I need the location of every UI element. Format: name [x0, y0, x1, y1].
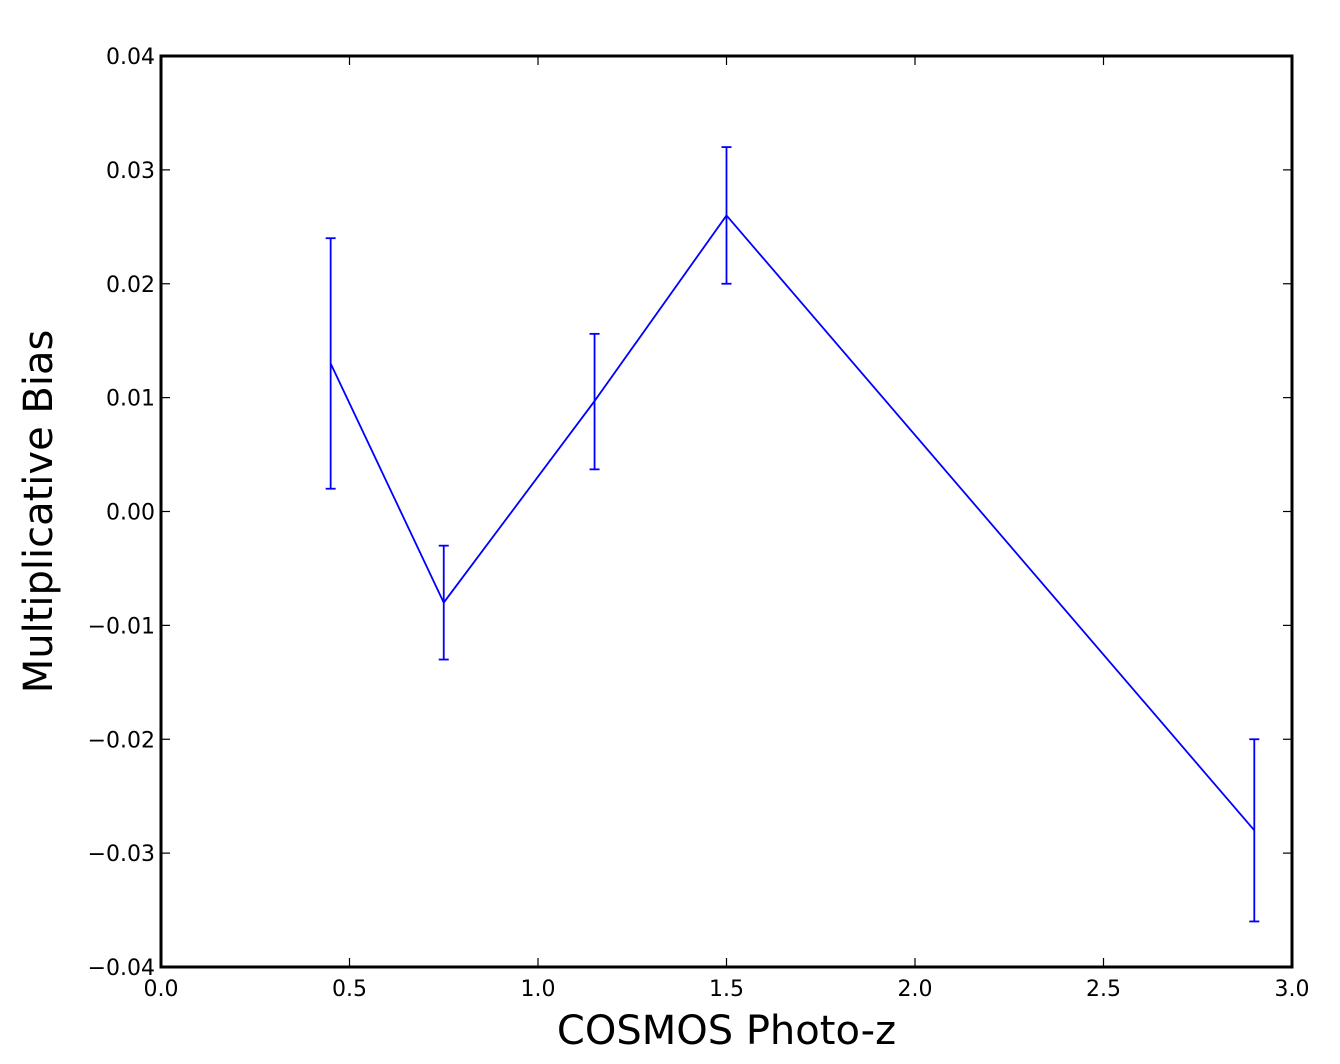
tick-labels-group: 0.0 0.5 1.0 1.5 2.0 2.5 3.0 −0.04 −0.03 −0.02 −0.0…	[88, 45, 1310, 1002]
y-tick-label: −0.04	[88, 956, 155, 981]
y-tick-label: 0.02	[106, 273, 155, 298]
y-tick-label: −0.03	[88, 842, 155, 867]
y-tick-label: 0.03	[106, 159, 155, 184]
x-tick-label: 2.5	[1086, 977, 1121, 1002]
plot-frame	[159, 54, 1294, 969]
x-tick-label: 0.5	[332, 977, 367, 1002]
x-axis-label: COSMOS Photo-z	[557, 1008, 896, 1054]
y-tick-label: −0.02	[88, 728, 155, 753]
y-axis-label: Multiplicative Bias	[16, 330, 62, 694]
x-tick-label: 2.0	[898, 977, 933, 1002]
x-tick-label: 3.0	[1275, 977, 1310, 1002]
y-tick-label: 0.04	[106, 45, 155, 70]
x-tick-label: 1.5	[709, 977, 744, 1002]
series-line	[329, 213, 1255, 831]
x-tick-label: 0.0	[144, 977, 179, 1002]
series-group	[325, 146, 1260, 923]
y-tick-label: 0.00	[106, 501, 155, 526]
x-tick-label: 1.0	[521, 977, 556, 1002]
y-tick-label: −0.01	[88, 614, 155, 639]
y-tick-label: 0.01	[106, 387, 155, 412]
